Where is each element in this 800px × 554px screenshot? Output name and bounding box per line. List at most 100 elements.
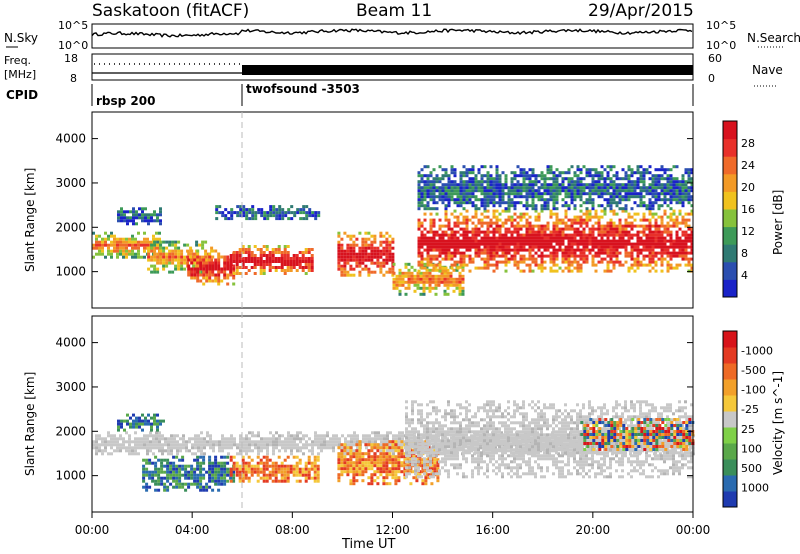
heatmap-cell <box>245 217 249 221</box>
heatmap-cell <box>353 443 356 447</box>
heatmap-cell <box>615 230 619 234</box>
heatmap-cell <box>239 434 242 438</box>
heatmap-cell <box>561 198 565 202</box>
heatmap-cell <box>358 273 362 277</box>
heatmap-cell <box>128 449 131 453</box>
heatmap-cell <box>435 180 439 184</box>
heatmap-cell <box>398 434 401 438</box>
heatmap-cell <box>423 183 427 187</box>
heatmap-cell <box>142 473 146 477</box>
heatmap-cell <box>672 218 676 222</box>
heatmap-cell <box>386 434 389 438</box>
heatmap-cell <box>480 212 484 216</box>
heatmap-cell <box>295 257 299 260</box>
heatmap-cell <box>340 237 344 241</box>
heatmap-cell <box>600 174 604 178</box>
heatmap-cell <box>165 264 169 268</box>
heatmap-cell <box>293 211 297 215</box>
heatmap-cell <box>352 240 356 244</box>
heatmap-cell <box>259 263 263 266</box>
heatmap-cell <box>690 266 694 270</box>
heatmap-cell <box>483 204 487 208</box>
heatmap-cell <box>417 242 421 246</box>
heatmap-cell <box>271 470 275 474</box>
heatmap-cell <box>134 240 137 244</box>
heatmap-cell <box>537 230 541 234</box>
heatmap-cell <box>209 440 212 444</box>
heatmap-cell <box>504 269 508 273</box>
heatmap-cell <box>379 255 383 259</box>
heatmap-cell <box>332 446 335 450</box>
heatmap-cell <box>304 473 308 477</box>
heatmap-cell <box>441 189 445 193</box>
heatmap-cell <box>486 266 490 270</box>
heatmap-cell <box>666 183 670 187</box>
heatmap-cell <box>432 257 436 261</box>
heatmap-cell <box>477 245 481 249</box>
heatmap-cell <box>534 242 538 246</box>
heatmap-cell <box>603 233 607 237</box>
heatmap-cell <box>537 233 541 237</box>
heatmap-cell <box>432 186 436 190</box>
heatmap-cell <box>131 252 134 256</box>
heatmap-cell <box>209 437 212 441</box>
heatmap-cell <box>221 434 224 438</box>
heatmap-cell <box>564 209 568 213</box>
heatmap-cell <box>555 233 559 237</box>
heatmap-cell <box>358 231 362 235</box>
heatmap-cell <box>174 249 178 253</box>
heatmap-cell <box>522 171 526 175</box>
heatmap-cell <box>504 227 508 231</box>
heatmap-cell <box>295 473 299 477</box>
heatmap-cell <box>274 473 278 477</box>
heatmap-cell <box>675 183 679 187</box>
heatmap-cell <box>681 239 685 243</box>
heatmap-cell <box>212 446 215 450</box>
heatmap-cell <box>311 452 314 456</box>
heatmap-cell <box>495 186 499 190</box>
heatmap-cell <box>447 221 451 225</box>
heatmap-cell <box>274 269 278 272</box>
heatmap-cell <box>684 171 688 175</box>
heatmap-cell <box>561 180 565 184</box>
heatmap-cell <box>140 446 143 450</box>
heatmap-cell <box>417 227 421 231</box>
heatmap-cell <box>633 201 637 205</box>
heatmap-cell <box>352 473 356 477</box>
heatmap-cell <box>438 198 442 202</box>
heatmap-cell <box>289 257 293 260</box>
heatmap-cell <box>642 201 646 205</box>
heatmap-cell <box>561 233 565 237</box>
heatmap-cell <box>293 443 296 447</box>
heatmap-cell <box>172 467 176 471</box>
noise-frame <box>91 23 694 49</box>
heatmap-cell <box>364 237 368 241</box>
heatmap-cell <box>594 215 598 219</box>
heatmap-cell <box>432 183 436 187</box>
heatmap-cell <box>455 280 459 284</box>
heatmap-cell <box>600 233 604 237</box>
heatmap-cell <box>600 257 604 261</box>
heatmap-cell <box>432 266 436 270</box>
heatmap-cell <box>582 212 586 216</box>
heatmap-cell <box>648 254 652 258</box>
heatmap-cell <box>507 198 511 202</box>
heatmap-cell <box>290 205 294 209</box>
heatmap-cell <box>116 237 119 241</box>
heatmap-cell <box>453 186 457 190</box>
heatmap-cell <box>123 219 126 223</box>
heatmap-cell <box>217 464 221 468</box>
heatmap-cell <box>224 440 227 444</box>
heatmap-cell <box>450 263 454 267</box>
heatmap-cell <box>232 272 236 275</box>
heatmap-cell <box>156 258 160 262</box>
power-ylabel: Slant Range [km] <box>23 168 37 272</box>
heatmap-cell <box>504 186 508 190</box>
heatmap-cell <box>148 461 152 465</box>
heatmap-cell <box>455 446 458 450</box>
heatmap-cell <box>678 192 682 196</box>
heatmap-cell <box>296 437 299 441</box>
heatmap-cell <box>364 458 368 462</box>
heatmap-cell <box>500 431 503 435</box>
heatmap-cell <box>576 189 580 193</box>
